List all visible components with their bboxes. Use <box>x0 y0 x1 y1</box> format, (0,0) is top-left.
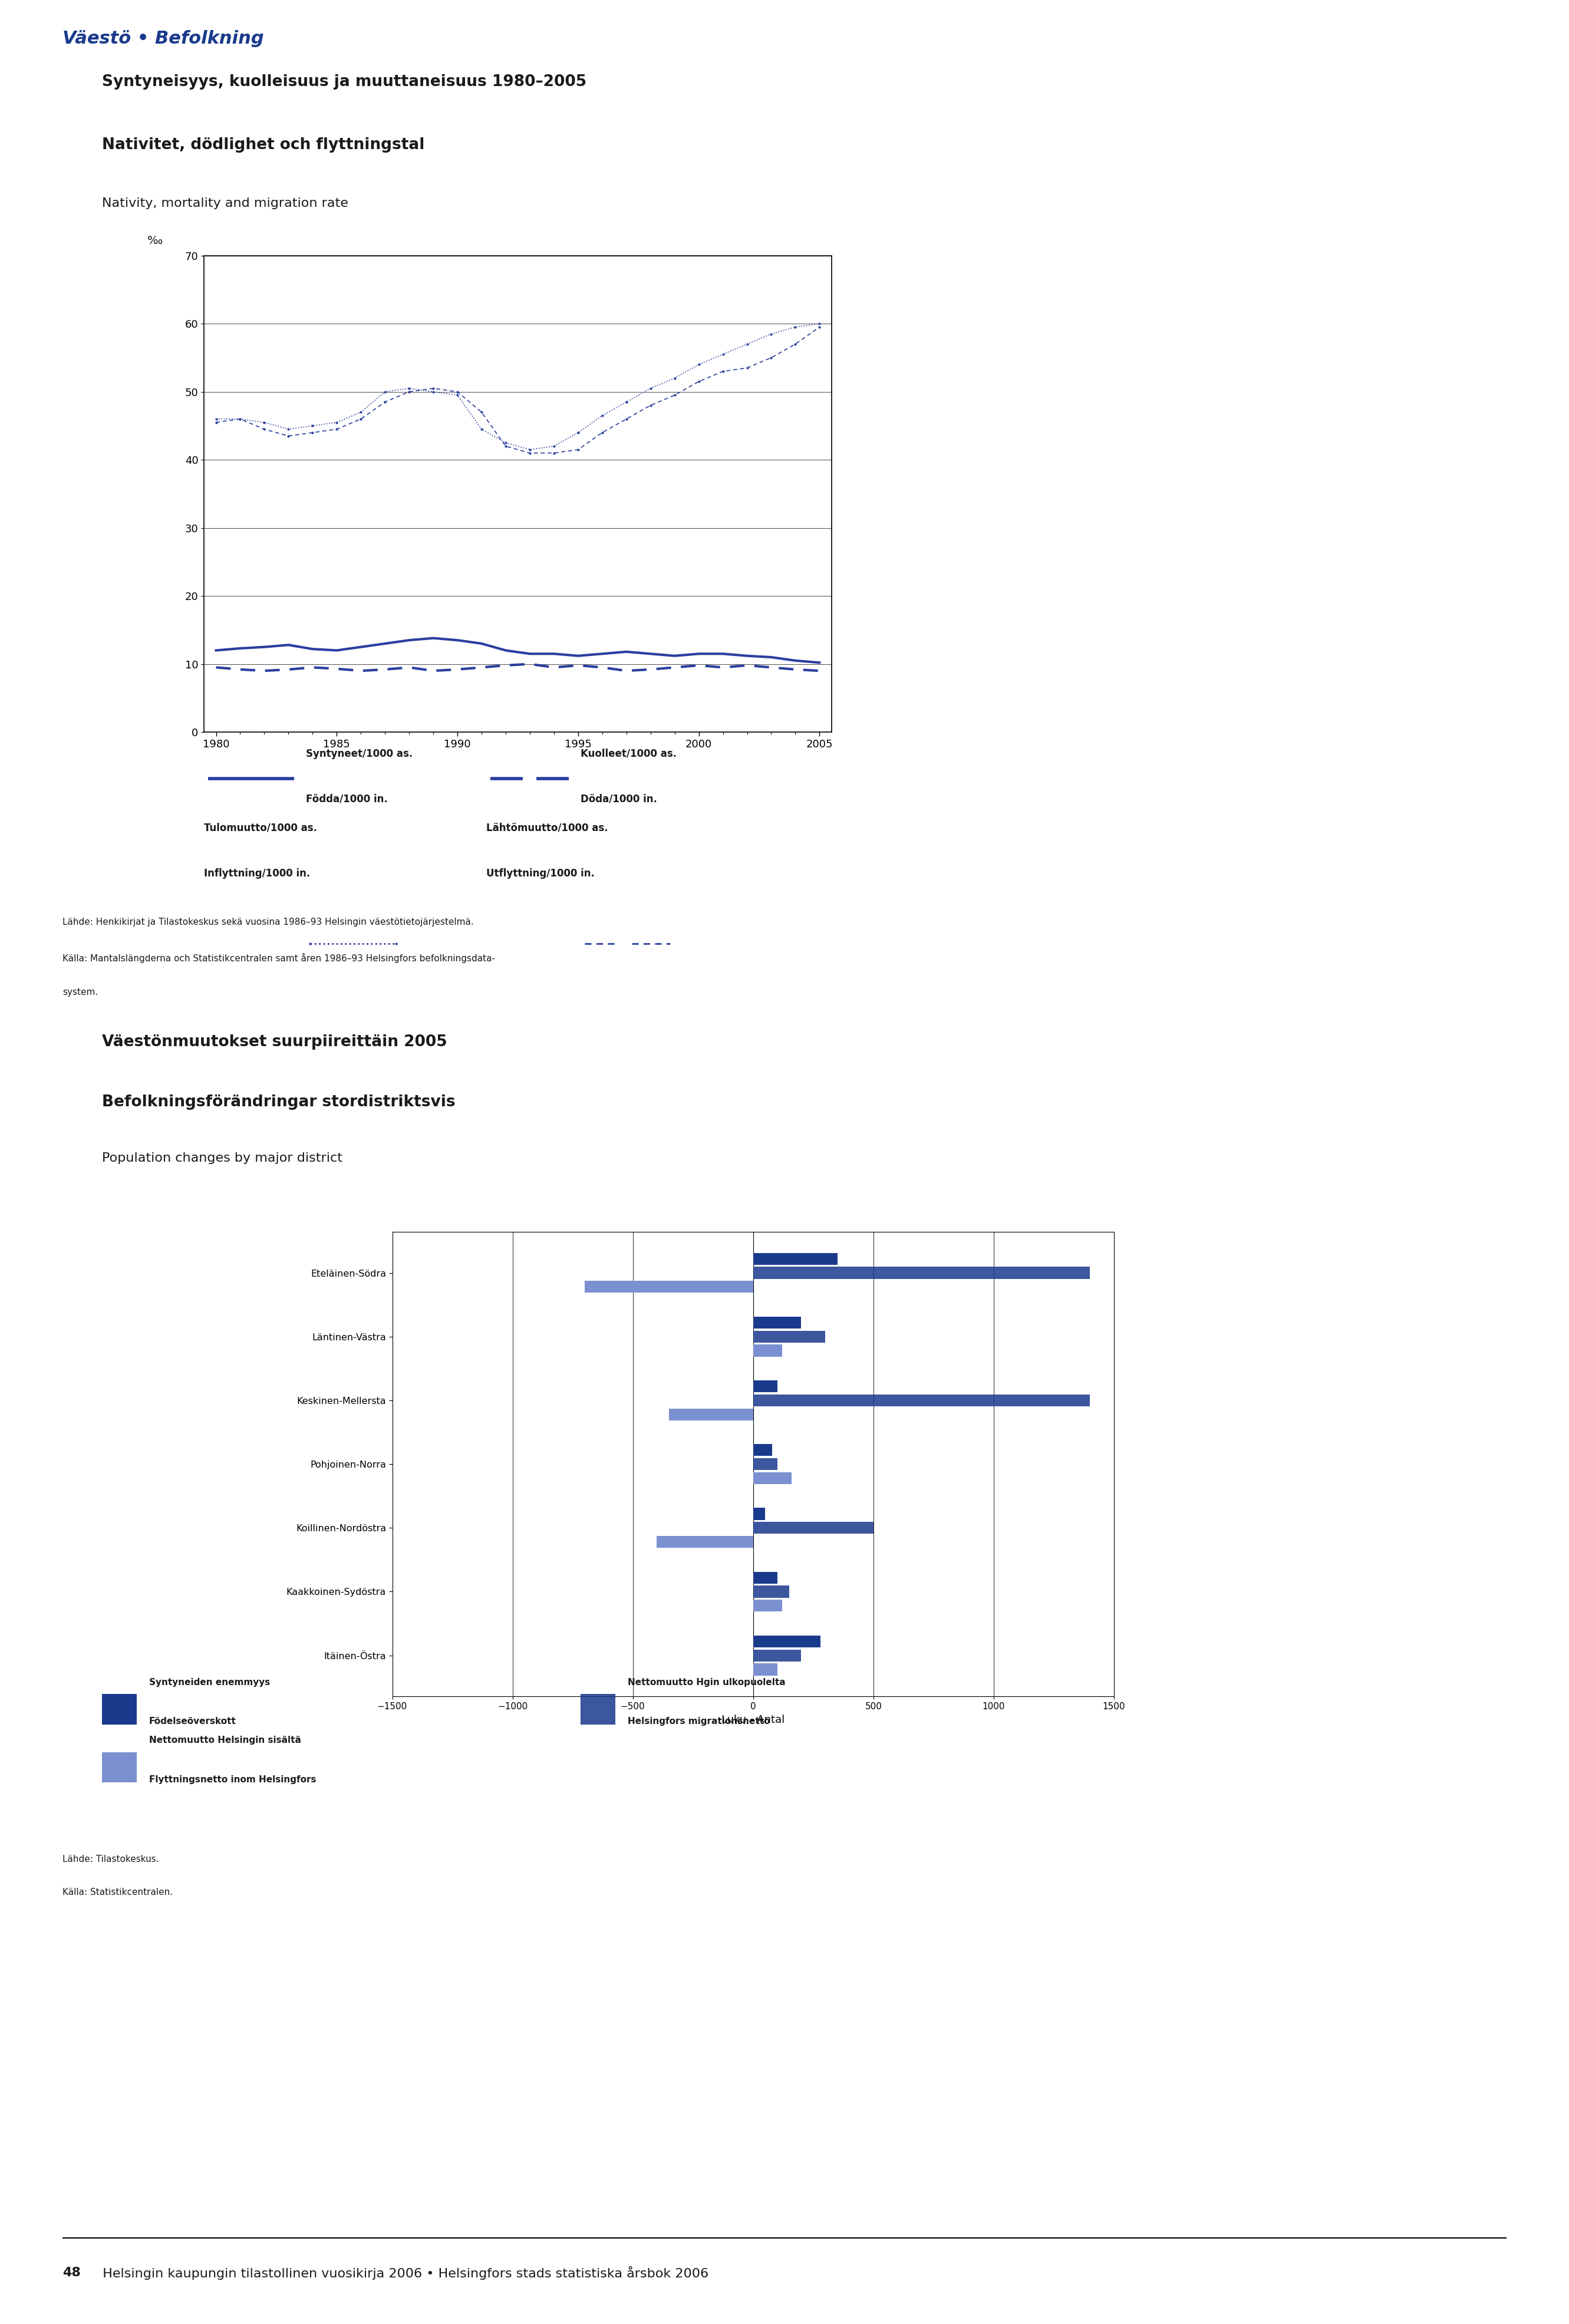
Bar <box>753 1664 777 1676</box>
Text: Väestönmuutokset suurpiireittäin 2005: Väestönmuutokset suurpiireittäin 2005 <box>102 1034 447 1050</box>
Text: Flyttningsnetto inom Helsingfors: Flyttningsnetto inom Helsingfors <box>149 1776 315 1785</box>
Bar <box>668 1408 753 1420</box>
Bar <box>753 1318 802 1329</box>
Text: Nativity, mortality and migration rate: Nativity, mortality and migration rate <box>102 198 348 209</box>
Text: Nettomuutto Helsingin sisältä: Nettomuutto Helsingin sisältä <box>149 1736 301 1745</box>
Bar <box>753 1650 802 1662</box>
Text: Helsingfors migrationsnetto: Helsingfors migrationsnetto <box>628 1717 770 1727</box>
Bar <box>753 1332 825 1343</box>
Text: Nativitet, dödlighet och flyttningstal: Nativitet, dödlighet och flyttningstal <box>102 137 425 153</box>
Text: Födda/1000 in.: Födda/1000 in. <box>306 795 388 804</box>
Bar <box>753 1457 777 1471</box>
Text: ‰: ‰ <box>147 235 163 246</box>
Text: Döda/1000 in.: Döda/1000 in. <box>581 795 657 804</box>
Bar <box>753 1522 874 1534</box>
Text: Population changes by major district: Population changes by major district <box>102 1153 342 1164</box>
Bar <box>753 1394 1090 1406</box>
Text: Befolkningsförändringar stordistriktsvis: Befolkningsförändringar stordistriktsvis <box>102 1095 455 1111</box>
Text: 48: 48 <box>63 2266 82 2280</box>
Text: Inflyttning/1000 in.: Inflyttning/1000 in. <box>204 869 311 878</box>
Bar <box>753 1636 821 1648</box>
Bar <box>753 1599 781 1611</box>
X-axis label: Luku - Antal: Luku - Antal <box>722 1715 785 1724</box>
Bar <box>753 1267 1090 1278</box>
Text: Födelseöverskott: Födelseöverskott <box>149 1717 237 1727</box>
Text: Lähde: Tilastokeskus.: Lähde: Tilastokeskus. <box>63 1855 158 1864</box>
Text: Syntyneisyys, kuolleisuus ja muuttaneisuus 1980–2005: Syntyneisyys, kuolleisuus ja muuttaneisu… <box>102 74 587 91</box>
Text: Källa: Mantalslängderna och Statistikcentralen samt åren 1986–93 Helsingfors bef: Källa: Mantalslängderna och Statistikcen… <box>63 953 496 962</box>
Bar <box>753 1471 792 1485</box>
Text: Helsingin kaupungin tilastollinen vuosikirja 2006 • Helsingfors stads statistisk: Helsingin kaupungin tilastollinen vuosik… <box>94 2266 709 2280</box>
Text: Lähtömuutto/1000 as.: Lähtömuutto/1000 as. <box>486 823 609 834</box>
Text: Källa: Statistikcentralen.: Källa: Statistikcentralen. <box>63 1887 173 1896</box>
Text: Tulomuutto/1000 as.: Tulomuutto/1000 as. <box>204 823 317 834</box>
Text: Nettomuutto Hgin ulkopuolelta: Nettomuutto Hgin ulkopuolelta <box>628 1678 786 1687</box>
Bar <box>657 1536 753 1548</box>
Bar <box>753 1571 777 1583</box>
Bar <box>753 1346 781 1357</box>
Bar <box>585 1281 753 1292</box>
Text: Syntyneet/1000 as.: Syntyneet/1000 as. <box>306 748 413 760</box>
Text: Lähde: Henkikirjat ja Tilastokeskus sekä vuosina 1986–93 Helsingin väestötietojä: Lähde: Henkikirjat ja Tilastokeskus sekä… <box>63 918 474 927</box>
Bar <box>753 1508 766 1520</box>
Text: Kuolleet/1000 as.: Kuolleet/1000 as. <box>581 748 676 760</box>
Text: Väestö • Befolkning: Väestö • Befolkning <box>63 30 264 46</box>
Text: system.: system. <box>63 988 99 997</box>
Bar <box>753 1253 838 1264</box>
Text: Syntyneiden enemmyys: Syntyneiden enemmyys <box>149 1678 270 1687</box>
Text: Utflyttning/1000 in.: Utflyttning/1000 in. <box>486 869 595 878</box>
Bar <box>753 1380 777 1392</box>
Bar <box>753 1585 789 1597</box>
Bar <box>753 1443 772 1457</box>
